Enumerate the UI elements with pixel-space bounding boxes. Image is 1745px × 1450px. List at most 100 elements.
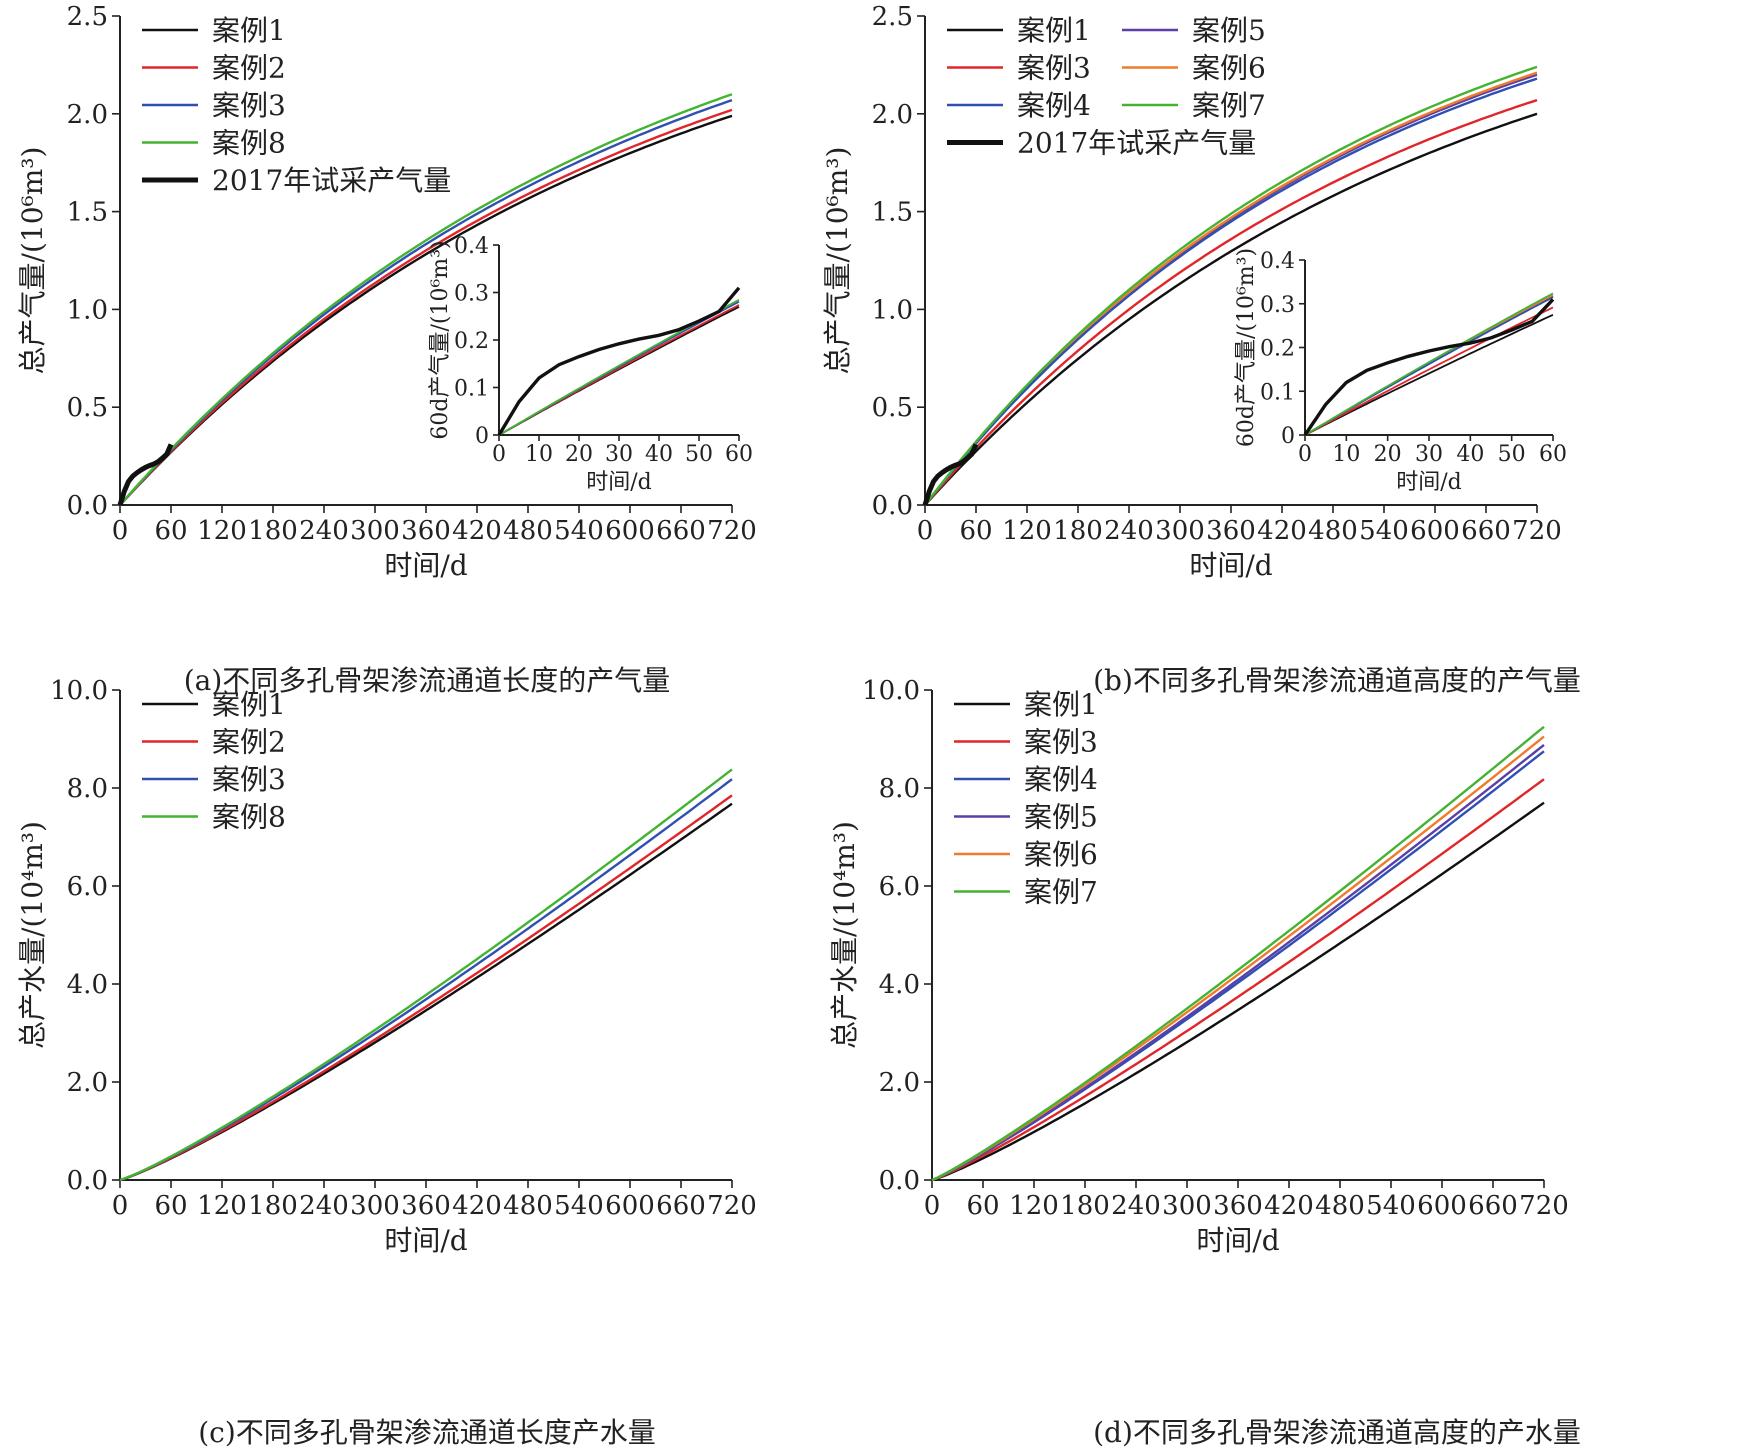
series-line-案例3: [119, 98, 733, 506]
legend-label: 2017年试采产气量: [212, 164, 451, 197]
x-tick-label: 0: [917, 516, 934, 546]
y-tick-label: 2.5: [872, 2, 913, 32]
y-tick-label: 0.0: [67, 491, 108, 521]
x-axis-label: 时间/d: [384, 1224, 467, 1257]
x-tick-label: 0: [924, 1191, 941, 1221]
inset-x-tick-label: 50: [1498, 442, 1526, 467]
observed-line: [117, 443, 174, 506]
legend-label: 案例1: [1017, 14, 1091, 47]
y-tick-label: 10.0: [50, 676, 108, 706]
legend-label: 案例2: [212, 726, 286, 759]
legend-label: 案例6: [1192, 52, 1266, 85]
observed-line: [922, 443, 979, 506]
x-tick-label: 600: [1417, 1191, 1467, 1221]
series-line-案例7: [931, 725, 1545, 1182]
inset-observed-line: [1303, 298, 1555, 436]
series-line-案例3: [931, 778, 1545, 1182]
inset-x-tick-label: 40: [1456, 442, 1484, 467]
legend-label: 案例8: [212, 801, 286, 834]
x-tick-label: 480: [503, 1191, 553, 1221]
x-tick-label: 540: [554, 1191, 604, 1221]
x-tick-label: 60: [154, 516, 187, 546]
y-tick-label: 1.5: [67, 198, 108, 228]
legend-label: 案例1: [212, 14, 286, 47]
inset-x-tick-label: 10: [525, 442, 553, 467]
x-tick-label: 60: [959, 516, 992, 546]
x-tick-label: 660: [656, 516, 706, 546]
inset-series-line-案例4: [1304, 296, 1554, 436]
x-tick-label: 180: [1060, 1191, 1110, 1221]
x-tick-label: 120: [1009, 1191, 1059, 1221]
x-tick-label: 60: [966, 1191, 999, 1221]
x-tick-label: 120: [1002, 516, 1052, 546]
legend-label: 案例4: [1024, 763, 1098, 796]
panel-c: 0 60 120 180 240 300 360 420 480 540 600 660 720 0.0 2…: [16, 676, 757, 1257]
y-tick-label: 6.0: [879, 872, 920, 902]
x-tick-label: 300: [1155, 516, 1205, 546]
x-tick-label: 720: [1519, 1191, 1569, 1221]
x-tick-label: 360: [1206, 516, 1256, 546]
x-axis-label: 时间/d: [1189, 549, 1272, 582]
x-tick-label: 240: [299, 516, 349, 546]
y-axis-label: 总产水量/(10⁴m³): [828, 821, 861, 1049]
inset-y-tick-label: 0.2: [1260, 337, 1295, 362]
inset-series-line-案例7: [1304, 292, 1554, 436]
x-tick-label: 420: [1257, 516, 1307, 546]
legend-label: 案例7: [1024, 876, 1098, 909]
y-tick-label: 1.5: [872, 198, 913, 228]
legend-label: 案例4: [1017, 89, 1091, 122]
x-tick-label: 180: [248, 516, 298, 546]
inset-chart: 0 10 20 30 40 50 60 0 0.1 0.2 0.3 0.4 时间/d 60d产气量/(10…: [428, 234, 753, 495]
series-line-案例7: [924, 65, 1538, 506]
inset-y-tick-label: 0.2: [454, 329, 489, 354]
caption-b: (b)不同多孔骨架渗流通道高度的产气量: [1093, 664, 1581, 697]
y-tick-label: 0.0: [872, 491, 913, 521]
inset-series-line-案例1: [498, 306, 740, 436]
y-tick-label: 6.0: [67, 872, 108, 902]
inset-x-tick-label: 0: [1298, 442, 1312, 467]
caption-d: (d)不同多孔骨架渗流通道高度的产水量: [1093, 1416, 1581, 1449]
y-tick-label: 0.5: [67, 393, 108, 423]
series-line-案例5: [931, 743, 1545, 1182]
inset-x-axis-label: 时间/d: [586, 470, 652, 495]
panel-b: 0 60 120 180 240 300 360 420 480 540 600 660 7200.00…: [821, 2, 1567, 582]
legend-label: 案例5: [1024, 801, 1098, 834]
inset-y-tick-label: 0.3: [1260, 293, 1295, 318]
inset-x-axis-label: 时间/d: [1396, 470, 1462, 495]
x-tick-label: 120: [197, 1191, 247, 1221]
inset-x-tick-label: 30: [1415, 442, 1443, 467]
y-tick-label: 4.0: [879, 970, 920, 1000]
legend-label: 案例3: [212, 763, 286, 796]
series-line-案例1: [931, 801, 1545, 1182]
y-tick-label: 4.0: [67, 970, 108, 1000]
x-tick-label: 720: [1512, 516, 1562, 546]
series-line-案例4: [924, 77, 1538, 506]
x-tick-label: 300: [350, 1191, 400, 1221]
x-axis-label: 时间/d: [384, 549, 467, 582]
x-tick-label: 180: [248, 1191, 298, 1221]
inset-y-axis-label: 60d产气量/(10⁶m³): [428, 240, 453, 439]
x-tick-label: 660: [656, 1191, 706, 1221]
inset-x-tick-label: 50: [685, 442, 713, 467]
y-tick-label: 0.5: [872, 393, 913, 423]
inset-y-tick-label: 0: [475, 424, 489, 449]
x-axis-label: 时间/d: [1196, 1224, 1279, 1257]
x-tick-label: 540: [554, 516, 604, 546]
y-tick-label: 1.0: [872, 295, 913, 325]
legend-label: 案例3: [1024, 726, 1098, 759]
legend-label: 案例8: [212, 127, 286, 160]
series-line-案例8: [119, 768, 733, 1182]
legend-label: 案例2: [212, 52, 286, 85]
caption-c: (c)不同多孔骨架渗流通道长度产水量: [198, 1416, 656, 1449]
legend-label: 案例3: [1017, 52, 1091, 85]
x-tick-label: 360: [1213, 1191, 1263, 1221]
panel-a: 0 60 120 180 240 300 360 420 480 540 600 660 7200.00…: [16, 2, 757, 582]
y-tick-label: 0.0: [67, 1166, 108, 1196]
x-tick-label: 480: [1315, 1191, 1365, 1221]
inset-observed-line: [497, 286, 741, 436]
x-tick-label: 300: [350, 516, 400, 546]
legend-label: 案例6: [1024, 838, 1098, 871]
x-tick-label: 420: [452, 1191, 502, 1221]
inset-x-tick-label: 60: [725, 442, 753, 467]
